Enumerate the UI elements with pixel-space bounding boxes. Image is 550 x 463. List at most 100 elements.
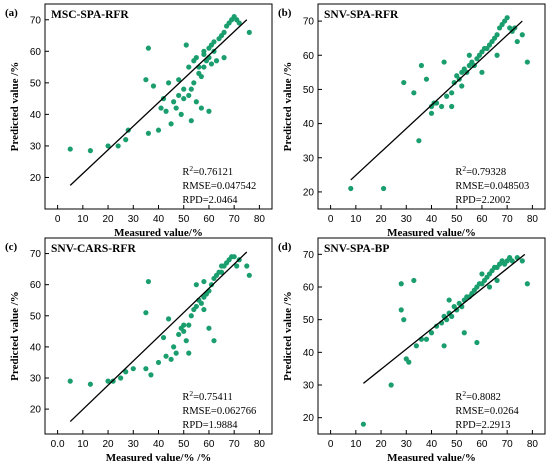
data-point xyxy=(444,93,450,99)
x-tick-label: 30 xyxy=(401,214,413,225)
x-tick-label: 70 xyxy=(229,214,241,225)
x-tick-label: 60 xyxy=(476,214,488,225)
fit-line xyxy=(69,251,248,423)
data-point xyxy=(67,378,73,384)
data-point xyxy=(201,64,207,70)
data-point xyxy=(143,310,149,316)
y-tick-label: 40 xyxy=(30,110,42,121)
x-axis-title: Measured value/% /% xyxy=(106,452,212,463)
data-point xyxy=(206,325,212,331)
fit-line xyxy=(350,20,523,181)
stat-r2: R2=0.8082 xyxy=(455,389,501,403)
data-point xyxy=(183,338,189,344)
data-point xyxy=(176,331,182,338)
data-point xyxy=(441,343,447,349)
stat-rmse: RMSE=0.0264 xyxy=(455,406,519,417)
data-point xyxy=(433,323,440,329)
data-point xyxy=(87,148,93,154)
x-tick-label: 50 xyxy=(178,439,190,450)
y-tick-label: 70 xyxy=(30,15,42,26)
x-tick-label: 40 xyxy=(426,439,438,450)
data-point xyxy=(411,90,417,96)
data-point xyxy=(155,359,162,366)
data-point xyxy=(398,281,404,287)
stat-r2-value: =0.76121 xyxy=(193,167,233,178)
stat-rmse: RMSE=0.047542 xyxy=(182,181,256,192)
panel-title: MSC-SPA-RFR xyxy=(51,9,129,21)
data-point xyxy=(165,316,172,322)
data-point xyxy=(454,307,460,313)
y-tick-label: 30 xyxy=(30,141,42,152)
data-point xyxy=(123,137,129,143)
y-tick-label: 50 xyxy=(30,78,42,89)
y-tick-label: 40 xyxy=(303,348,315,359)
data-point xyxy=(479,69,485,75)
data-point xyxy=(176,92,182,99)
stat-r2-prefix: R xyxy=(182,392,189,403)
y-tick-label: 60 xyxy=(30,280,42,291)
x-tick-label: 30 xyxy=(128,439,140,450)
data-point xyxy=(231,254,237,260)
data-point xyxy=(401,317,407,323)
x-tick-label: 70 xyxy=(229,439,241,450)
data-point xyxy=(406,359,412,365)
x-tick-label: 50 xyxy=(178,214,190,225)
data-point xyxy=(494,52,500,58)
data-point xyxy=(221,29,227,35)
data-point xyxy=(198,300,204,306)
fit-line xyxy=(69,19,248,186)
x-tick-label: 70 xyxy=(502,439,514,450)
y-tick-label: 70 xyxy=(303,250,315,261)
stat-r2-value: =0.79328 xyxy=(466,167,506,178)
y-tick-label: 50 xyxy=(303,315,315,326)
data-point xyxy=(168,121,174,127)
data-point xyxy=(118,375,124,381)
data-point xyxy=(494,277,500,284)
x-axis-title: Measured value/% xyxy=(387,227,476,239)
x-tick-label: 0.0 xyxy=(51,439,65,450)
data-point xyxy=(514,38,520,45)
stat-r2: R2=0.79328 xyxy=(455,164,506,178)
data-point xyxy=(466,52,472,58)
data-point xyxy=(160,334,167,341)
data-point xyxy=(459,83,465,89)
data-point xyxy=(186,64,192,70)
data-point xyxy=(461,330,467,336)
stat-rmse: RMSE=0.062766 xyxy=(182,406,256,417)
data-point xyxy=(418,62,425,69)
panel-label: (c) xyxy=(5,241,18,253)
y-tick-label: 20 xyxy=(303,187,315,198)
x-tick-label: 40 xyxy=(153,439,165,450)
x-tick-label: 40 xyxy=(426,214,438,225)
data-point xyxy=(145,278,152,285)
plot-frame xyxy=(44,3,273,210)
stat-r2-prefix: R xyxy=(455,392,462,403)
data-point xyxy=(401,79,407,86)
data-point xyxy=(206,108,212,114)
data-point xyxy=(173,350,179,356)
data-point xyxy=(411,277,417,284)
data-point xyxy=(158,105,164,111)
x-tick-label: 10 xyxy=(77,214,89,225)
data-point xyxy=(181,322,187,328)
x-tick-label: 50 xyxy=(451,439,463,450)
data-point xyxy=(115,143,121,149)
stat-r2-value: =0.8082 xyxy=(466,392,501,403)
x-tick-label: 30 xyxy=(128,214,140,225)
data-point xyxy=(451,79,457,86)
x-tick-label: 0 xyxy=(328,214,334,225)
x-tick-label: 80 xyxy=(527,214,539,225)
data-point xyxy=(244,263,250,269)
data-point xyxy=(191,58,197,64)
data-point xyxy=(181,328,187,334)
x-tick-label: 50 xyxy=(451,214,463,225)
chart-panel-d: 0 10 20 30 40 50 60 70 80 20 30 40 50 60 70 Measured va… xyxy=(278,237,546,463)
data-point xyxy=(168,356,174,362)
data-point xyxy=(449,90,455,96)
data-point xyxy=(519,258,525,264)
data-point xyxy=(423,336,430,342)
data-point xyxy=(163,353,169,359)
data-point xyxy=(181,86,187,92)
data-point xyxy=(246,272,252,278)
data-point xyxy=(105,378,111,384)
